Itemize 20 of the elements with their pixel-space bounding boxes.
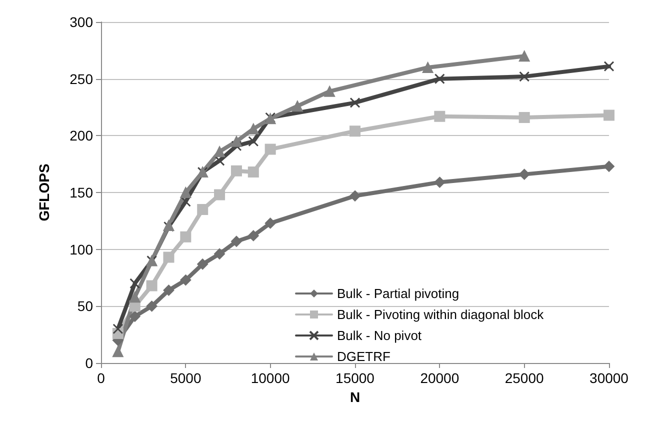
x-tick-label: 5000	[170, 370, 202, 386]
y-tick-label: 100	[70, 241, 94, 258]
x-tick-label: 30000	[590, 370, 629, 386]
legend-label: DGETRF	[337, 349, 390, 364]
y-tick-label: 250	[70, 70, 94, 87]
x-tick-label: 0	[97, 370, 106, 386]
legend-label: Bulk - No pivot	[337, 328, 422, 343]
y-axis-title: GFLOPS	[36, 164, 52, 222]
x-tick-label: 15000	[336, 370, 375, 386]
y-tick-label: 50	[77, 298, 94, 314]
y-tick-label: 0	[85, 355, 94, 371]
legend-label: Bulk - Partial pivoting	[337, 286, 460, 301]
x-tick-label: 25000	[504, 370, 544, 386]
x-tick-label: 10000	[250, 370, 290, 386]
y-tick-label: 300	[70, 14, 94, 30]
x-axis-title: N	[350, 389, 360, 405]
x-tick-label: 20000	[420, 370, 460, 386]
legend-label: Bulk - Pivoting within diagonal block	[337, 307, 544, 322]
y-tick-label: 150	[70, 184, 94, 200]
y-tick-label: 200	[70, 128, 94, 144]
